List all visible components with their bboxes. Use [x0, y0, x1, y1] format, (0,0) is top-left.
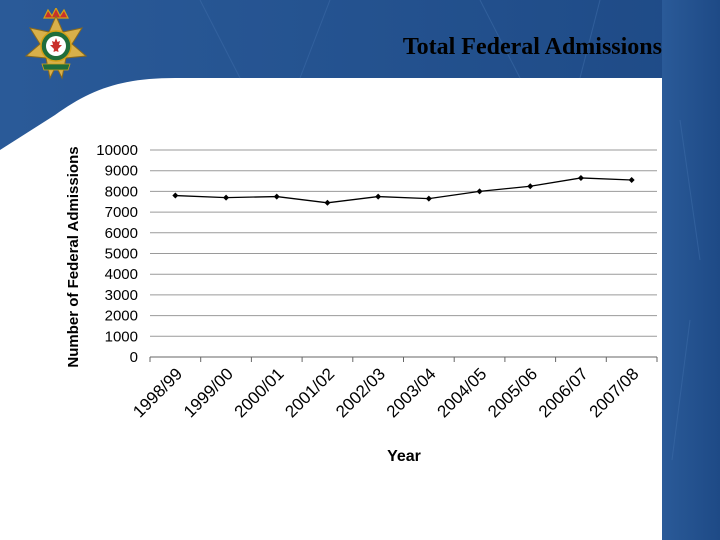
grid-lines	[149, 149, 658, 362]
y-tick-label: 3000	[105, 287, 138, 304]
y-tick-label: 7000	[105, 204, 138, 221]
y-tick-label: 10000	[96, 142, 138, 159]
data-point	[273, 193, 280, 200]
x-tick-label: 2005/06	[484, 364, 541, 421]
x-tick-label: 2002/03	[332, 364, 389, 421]
x-tick-label: 2006/07	[535, 364, 592, 421]
y-tick-label: 6000	[105, 225, 138, 242]
data-point	[476, 188, 483, 195]
y-tick-label: 0	[130, 349, 138, 366]
data-point	[527, 183, 534, 190]
series-line	[175, 177, 632, 204]
x-tick-label: 2007/08	[586, 364, 643, 421]
y-axis-label: Number of Federal Admissions	[65, 146, 82, 367]
y-tick-label: 1000	[105, 328, 138, 345]
x-tick-label: 2004/05	[433, 364, 490, 421]
y-tick-label: 9000	[105, 163, 138, 180]
x-tick-label: 2001/02	[281, 364, 338, 421]
data-point	[425, 195, 432, 202]
y-tick-label: 8000	[105, 183, 138, 200]
data-point	[375, 193, 382, 200]
data-point	[172, 192, 179, 199]
y-tick-label: 5000	[105, 246, 138, 263]
data-point	[577, 174, 584, 181]
data-point	[628, 177, 635, 184]
x-axis-tick-labels: 1998/991999/002000/012001/022002/032003/…	[129, 364, 642, 421]
x-axis-label: Year	[387, 448, 421, 465]
data-points	[172, 174, 635, 206]
x-tick-label: 2003/04	[383, 364, 440, 421]
page-title: Total Federal Admissions	[402, 34, 662, 60]
y-tick-label: 2000	[105, 308, 138, 325]
data-point	[223, 194, 230, 201]
crest-icon	[24, 8, 88, 80]
data-point	[324, 199, 331, 206]
y-axis-tick-labels: 0 1000 2000 3000 4000 5000 6000 7000 8000 9000 100…	[96, 142, 138, 366]
x-tick-label: 1999/00	[180, 364, 237, 421]
x-tick-label: 2000/01	[231, 364, 288, 421]
x-tick-label: 1998/99	[129, 364, 186, 421]
y-tick-label: 4000	[105, 266, 138, 283]
